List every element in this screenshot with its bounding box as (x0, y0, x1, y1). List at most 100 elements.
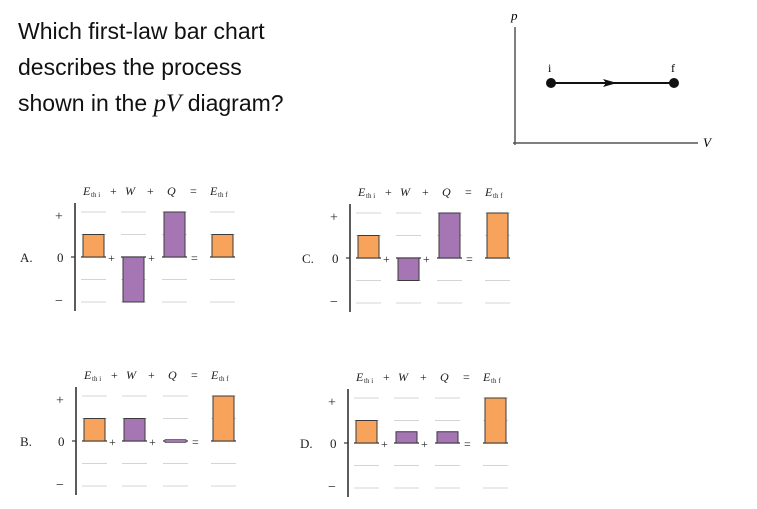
tick-minus-label: − (55, 294, 63, 309)
question-line-1: Which first-law bar chart (18, 18, 265, 44)
bar-eth-i (355, 420, 378, 444)
question-line-3-prefix: shown in the (18, 90, 154, 116)
header-eth-f-sub: th f (219, 375, 229, 383)
operator-plus: + (108, 251, 115, 265)
bar-eth-i (82, 234, 105, 258)
header-equals: = (191, 368, 198, 382)
operator-plus: + (109, 435, 116, 449)
option-letter: D. (300, 436, 313, 451)
header-q: Q (440, 370, 449, 384)
operator-plus: + (149, 435, 156, 449)
header-eth-f: E (484, 185, 493, 199)
header-equals: = (463, 370, 470, 384)
header-plus: + (111, 368, 118, 382)
header-eth-f: E (209, 184, 218, 198)
tick-zero-label: 0 (332, 251, 339, 266)
header-q: Q (168, 368, 177, 382)
operator-equals: = (191, 251, 198, 265)
header-plus: + (422, 185, 429, 199)
tick-minus-label: − (56, 478, 64, 493)
operator-equals: = (466, 252, 473, 266)
tick-zero-label: 0 (330, 436, 337, 451)
header-eth-f: E (210, 368, 219, 382)
operator-plus: + (383, 252, 390, 266)
tick-plus-label: + (328, 395, 336, 410)
process-arrow-icon (603, 79, 617, 87)
initial-point (546, 78, 556, 88)
option-letter: B. (20, 434, 32, 449)
bar-w (122, 256, 145, 303)
header-plus: + (383, 370, 390, 384)
option-letter: A. (20, 250, 33, 265)
header-w: W (125, 184, 136, 198)
header-eth-f-sub: th f (218, 191, 228, 199)
header-eth-i-sub: th i (366, 192, 375, 200)
bar-eth-i (83, 418, 106, 442)
header-plus: + (385, 185, 392, 199)
operator-plus: + (421, 437, 428, 451)
bar-q (438, 212, 461, 259)
tick-zero-label: 0 (58, 434, 65, 449)
question-line-2: describes the process (18, 54, 242, 80)
tick-minus-label: − (330, 295, 338, 310)
tick-zero-label: 0 (57, 250, 64, 265)
pv-math: pV (153, 90, 182, 117)
tick-plus-label: + (330, 210, 338, 225)
header-w: W (400, 185, 411, 199)
bar-q (436, 431, 459, 444)
header-eth-i: E (357, 185, 366, 199)
option-letter: C. (302, 251, 314, 266)
header-q: Q (167, 184, 176, 198)
header-eth-i-sub: th i (92, 375, 101, 383)
question-line-3: shown in the pV diagram? (18, 85, 284, 122)
operator-equals: = (464, 437, 471, 451)
bar-eth-f (212, 395, 235, 442)
tick-minus-label: − (328, 480, 336, 495)
header-eth-i: E (83, 368, 92, 382)
header-equals: = (190, 184, 197, 198)
header-plus: + (148, 368, 155, 382)
bar-eth-i (357, 235, 380, 259)
header-plus: + (110, 184, 117, 198)
question-line-3-suffix: diagram? (181, 90, 284, 116)
bar-q (163, 211, 186, 258)
header-equals: = (465, 185, 472, 199)
header-eth-f-sub: th f (491, 377, 501, 385)
tick-plus-label: + (56, 393, 64, 408)
bar-w (395, 431, 418, 444)
header-eth-i: E (82, 184, 91, 198)
header-eth-i-sub: th i (91, 191, 100, 199)
tick-plus-label: + (55, 209, 63, 224)
p-axis-label: p (510, 8, 518, 23)
operator-plus: + (381, 437, 388, 451)
v-axis-label: V (703, 135, 713, 150)
header-eth-i: E (355, 370, 364, 384)
pv-axes (513, 27, 698, 145)
bar-eth-f (211, 234, 234, 258)
initial-label: i (548, 61, 552, 75)
question-text: Which first-law bar chart describes the … (18, 13, 284, 122)
bar-w (397, 257, 420, 281)
bar-eth-f (486, 212, 509, 259)
header-plus: + (420, 370, 427, 384)
operator-plus: + (148, 251, 155, 265)
header-w: W (398, 370, 409, 384)
header-eth-f-sub: th f (493, 192, 503, 200)
bar-w (123, 418, 146, 442)
final-point (669, 78, 679, 88)
header-w: W (126, 368, 137, 382)
bar-q (164, 439, 187, 443)
operator-plus: + (423, 252, 430, 266)
bar-eth-f (484, 397, 507, 444)
header-eth-i-sub: th i (364, 377, 373, 385)
header-plus: + (147, 184, 154, 198)
header-eth-f: E (482, 370, 491, 384)
header-q: Q (442, 185, 451, 199)
final-label: f (671, 61, 675, 75)
